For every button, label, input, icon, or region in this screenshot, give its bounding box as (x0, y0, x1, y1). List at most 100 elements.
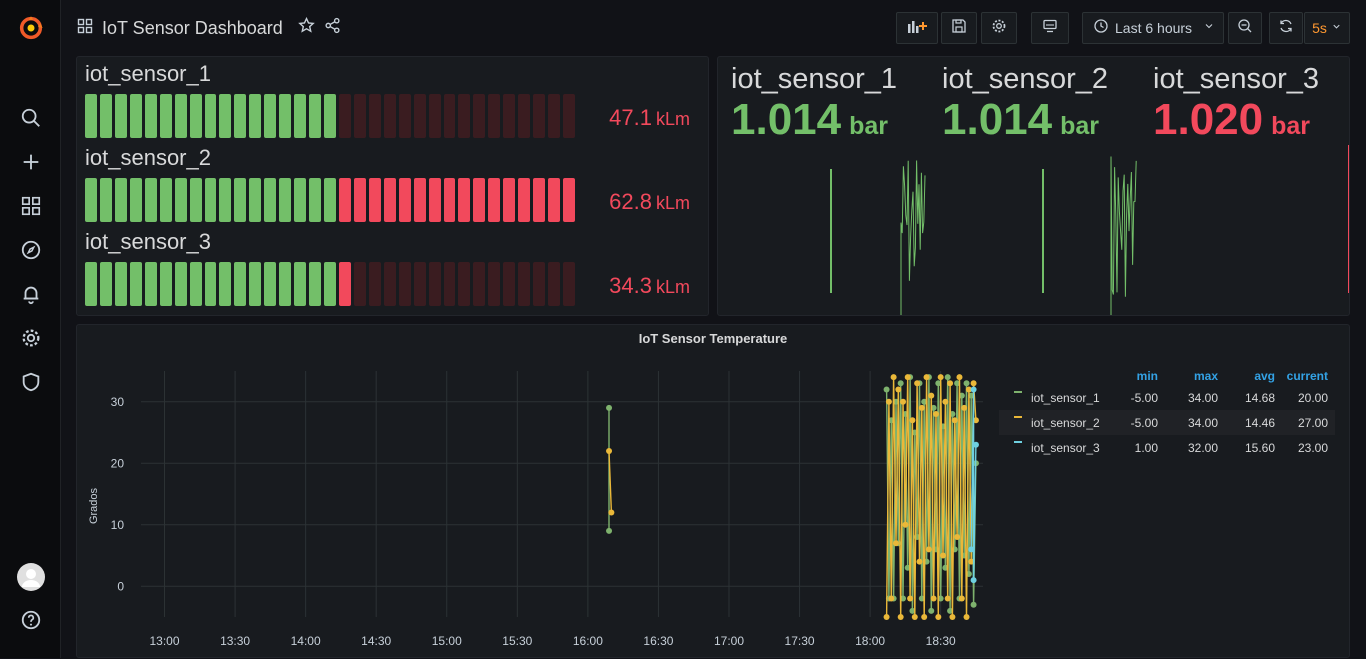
data-point-iot_sensor_2 (949, 614, 956, 620)
user-avatar[interactable] (17, 563, 45, 591)
monitor-icon (1042, 18, 1058, 39)
bar-gauge-cell (99, 262, 112, 306)
refresh-interval-picker[interactable]: 5s (1304, 12, 1350, 44)
legend-header-min[interactable]: min (1136, 369, 1158, 383)
star-favorite-icon[interactable] (297, 16, 315, 39)
legend-color-swatch[interactable] (1014, 391, 1022, 393)
legend-row[interactable]: iot_sensor_1 -5.00 34.00 14.68 20.00 (999, 385, 1335, 410)
data-point-iot_sensor_2 (890, 374, 897, 381)
bar-gauge-cell (129, 94, 142, 138)
bar-gauge-cell (219, 262, 232, 306)
refresh-button[interactable] (1269, 12, 1303, 44)
legend-header-current[interactable]: current (1286, 369, 1328, 383)
dashboard-title[interactable]: IoT Sensor Dashboard (102, 17, 283, 38)
cycle-view-mode-button[interactable] (1031, 12, 1069, 44)
bar-gauge-cell (368, 262, 381, 306)
x-tick-label: 17:00 (714, 634, 744, 648)
bar-gauge-cell (428, 94, 441, 138)
bar-gauge-cell (174, 178, 187, 222)
data-point-iot_sensor_2 (907, 595, 914, 602)
stat-panel[interactable]: iot_sensor_1 1.014 bar iot_sensor_2 1.014 bar… (717, 56, 1350, 316)
bar-gauge-cell (488, 262, 501, 306)
bar-gauge-cell (144, 262, 157, 306)
explore-compass-icon[interactable] (17, 236, 45, 264)
bar-gauge-panel[interactable]: iot_sensor_1 47.1 kLm iot_sensor_2 62.8 kLm io… (76, 56, 709, 316)
bar-gauge-cell (368, 178, 381, 222)
data-point-iot_sensor_2 (935, 614, 942, 620)
x-tick-label: 13:30 (220, 634, 250, 648)
data-point-iot_sensor_1 (909, 607, 916, 614)
time-range-picker[interactable]: Last 6 hours (1082, 12, 1224, 44)
chevron-down-icon (1331, 19, 1342, 37)
stat-item: iot_sensor_2 1.014 bar (942, 57, 1142, 207)
zoom-out-button[interactable] (1228, 12, 1262, 44)
data-point-iot_sensor_1 (947, 607, 954, 614)
data-point-iot_sensor_1 (606, 527, 613, 534)
configuration-gear-icon[interactable] (17, 324, 45, 352)
data-point-iot_sensor_3 (972, 441, 979, 448)
data-point-iot_sensor_2 (958, 595, 965, 602)
save-icon (951, 18, 967, 39)
bar-gauge-cell (518, 262, 531, 306)
legend-header-max[interactable]: max (1193, 369, 1218, 383)
legend-series-name[interactable]: iot_sensor_3 (1031, 441, 1100, 455)
stat-item: iot_sensor_1 1.014 bar (731, 57, 931, 207)
sidebar (0, 0, 61, 658)
data-point-iot_sensor_2 (902, 521, 909, 528)
legend-header-avg[interactable]: avg (1254, 369, 1275, 383)
bar-gauge-label: iot_sensor_3 (85, 229, 211, 254)
grafana-logo-icon[interactable] (17, 14, 45, 42)
legend-color-swatch[interactable] (1014, 416, 1022, 418)
panel-title[interactable]: IoT Sensor Temperature (638, 331, 788, 346)
bar-gauge-cell (159, 94, 172, 138)
search-icon[interactable] (17, 104, 45, 132)
bar-gauge-cell (189, 94, 202, 138)
legend-series-name[interactable]: iot_sensor_1 (1031, 391, 1100, 405)
alerting-bell-icon[interactable] (17, 280, 45, 308)
value-number: 34.3 (609, 273, 652, 298)
x-tick-label: 18:30 (926, 634, 956, 648)
temperature-graph-panel[interactable]: IoT Sensor Temperature 13:00 13:30 14:00 14… (76, 324, 1350, 658)
legend-series-name[interactable]: iot_sensor_2 (1031, 416, 1100, 430)
data-point-iot_sensor_2 (954, 534, 961, 541)
bar-gauge-cell (294, 94, 307, 138)
sparkline-burst (900, 160, 926, 315)
save-dashboard-button[interactable] (941, 12, 977, 44)
data-point-iot_sensor_2 (883, 614, 890, 620)
bar-gauge-value: 62.8 kLm (609, 189, 690, 215)
bar-gauge-cell (114, 262, 127, 306)
share-icon[interactable] (324, 17, 341, 39)
y-tick-label: 0 (117, 579, 124, 593)
bar-gauge-cell (353, 178, 366, 222)
bar-gauge-cell (548, 262, 560, 306)
legend-value-avg: 15.60 (1244, 441, 1275, 455)
create-plus-icon[interactable] (17, 148, 45, 176)
bar-gauge-cell (503, 178, 516, 222)
value-number: 1.014 (731, 95, 842, 144)
data-point-iot_sensor_2 (972, 417, 979, 424)
data-point-iot_sensor_2 (961, 404, 968, 411)
bar-gauge-cell (204, 262, 217, 306)
bar-gauge-cell (563, 94, 575, 138)
bar-gauge-cell (503, 94, 516, 138)
legend-color-swatch[interactable] (1014, 441, 1022, 443)
bar-gauge-cell (264, 178, 277, 222)
bar-gauge-cell (413, 94, 426, 138)
dashboard-settings-button[interactable] (981, 12, 1017, 44)
temperature-chart[interactable]: 13:00 13:30 14:00 14:30 15:00 15:30 16:00 16:30… (77, 325, 987, 659)
chevron-down-icon (1203, 19, 1215, 37)
legend-row[interactable]: iot_sensor_2 -5.00 34.00 14.46 27.00 (999, 410, 1335, 435)
legend-row[interactable]: iot_sensor_3 1.00 32.00 15.60 23.00 (999, 435, 1335, 460)
help-question-icon[interactable] (17, 606, 45, 634)
server-admin-shield-icon[interactable] (17, 368, 45, 396)
bar-gauge-cell (503, 262, 516, 306)
data-point-iot_sensor_1 (897, 380, 904, 387)
top-navbar: IoT Sensor Dashboard Last 6 hours 5s (61, 0, 1366, 56)
data-point-iot_sensor_2 (930, 595, 937, 602)
x-tick-label: 14:30 (361, 634, 391, 648)
bar-gauge-cell (99, 178, 112, 222)
bar-gauge-cell (249, 94, 262, 138)
add-panel-button[interactable] (896, 12, 938, 44)
dashboards-grid-icon[interactable] (17, 192, 45, 220)
bar-gauge-cell (563, 262, 575, 306)
